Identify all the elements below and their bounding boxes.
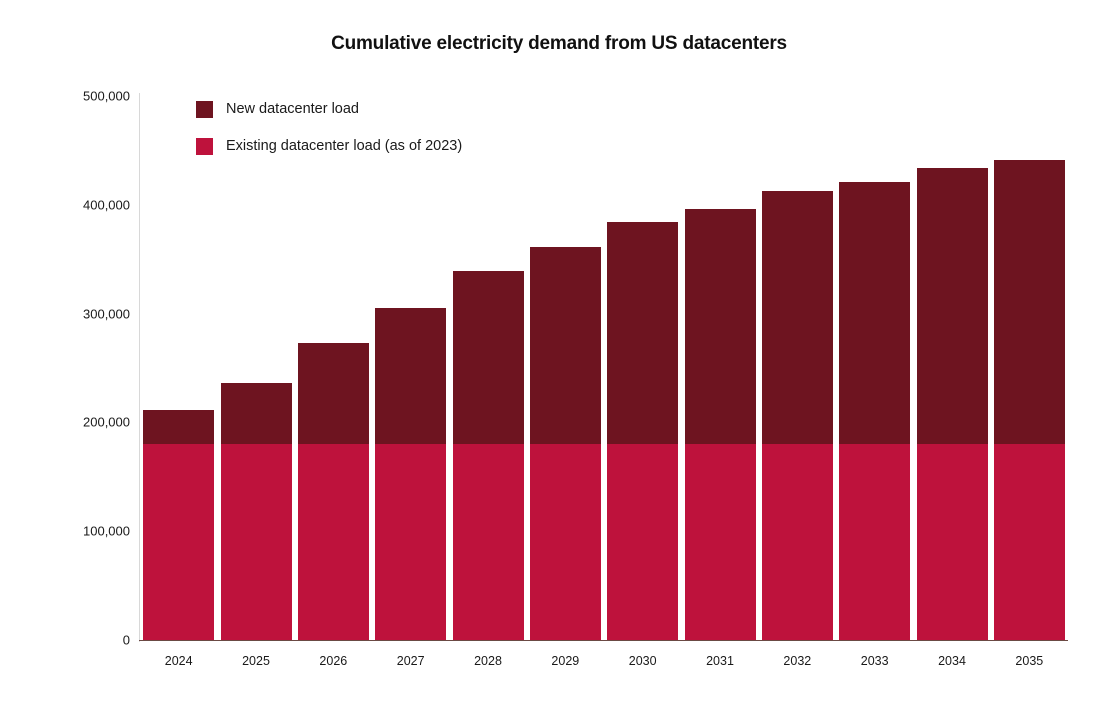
plot-area (140, 96, 1068, 640)
bar-segment-new-load[interactable] (607, 222, 679, 445)
y-tick-label: 0 (122, 632, 130, 648)
bar-2033[interactable] (839, 181, 911, 640)
x-tick-label-2026: 2026 (319, 654, 348, 668)
bar-segment-new-load[interactable] (684, 209, 756, 445)
bar-2029[interactable] (529, 247, 601, 640)
legend-item[interactable]: Existing datacenter load (as of 2023) (196, 135, 462, 157)
bar-segment-existing-load[interactable] (452, 444, 524, 640)
bar-segment-existing-load[interactable] (684, 444, 756, 640)
bar-segment-new-load[interactable] (529, 247, 601, 445)
y-tick-label: 500,000 (83, 88, 130, 104)
bar-2030[interactable] (607, 222, 679, 640)
bar-2024[interactable] (143, 410, 215, 640)
legend-item-label: Existing datacenter load (as of 2023) (226, 138, 463, 154)
bar-segment-new-load[interactable] (916, 167, 988, 445)
bar-segment-existing-load[interactable] (375, 444, 447, 640)
bar-segment-new-load[interactable] (220, 383, 292, 445)
bar-segment-existing-load[interactable] (993, 444, 1065, 640)
y-tick-label: 400,000 (83, 197, 130, 213)
bar-segment-new-load[interactable] (452, 271, 524, 445)
y-tick-label: 100,000 (83, 523, 130, 539)
legend-item-label: New datacenter load (226, 101, 359, 117)
x-tick-label-2031: 2031 (706, 654, 734, 668)
x-tick-label-2029: 2029 (551, 654, 580, 668)
bar-2028[interactable] (452, 271, 524, 640)
bar-segment-existing-load[interactable] (143, 444, 215, 640)
chart-legend: New datacenter load Existing datacenter l… (196, 98, 462, 172)
x-tick-label-2033: 2033 (860, 654, 889, 668)
bar-segment-existing-load[interactable] (297, 444, 369, 640)
bar-segment-new-load[interactable] (761, 190, 833, 445)
x-axis-baseline (139, 640, 1068, 641)
x-tick-label-2034: 2034 (938, 654, 966, 668)
bar-segment-existing-load[interactable] (220, 444, 292, 640)
bar-segment-new-load[interactable] (993, 160, 1065, 445)
x-tick-label-2035: 2035 (1015, 654, 1044, 668)
legend-swatch-icon (196, 137, 213, 155)
chart-title: Cumulative electricity demand from US da… (331, 33, 787, 54)
legend-item[interactable]: New datacenter load (196, 98, 462, 120)
bar-2035[interactable] (993, 160, 1065, 640)
bar-segment-new-load[interactable] (143, 410, 215, 445)
bar-segment-existing-load[interactable] (607, 444, 679, 640)
bar-segment-existing-load[interactable] (761, 444, 833, 640)
y-tick-label: 200,000 (83, 414, 130, 430)
bar-segment-existing-load[interactable] (839, 444, 911, 640)
bar-series (140, 96, 1068, 640)
x-tick-label-2027: 2027 (396, 654, 425, 668)
legend-swatch-icon (196, 100, 213, 118)
x-tick-label-2025: 2025 (242, 654, 270, 668)
y-axis-line (139, 93, 140, 642)
bar-2034[interactable] (916, 167, 988, 640)
x-tick-label-2028: 2028 (474, 654, 502, 668)
bar-segment-existing-load[interactable] (529, 444, 601, 640)
x-tick-label-2032: 2032 (783, 654, 812, 668)
bar-segment-new-load[interactable] (375, 308, 447, 445)
bar-2027[interactable] (375, 308, 447, 640)
bar-segment-new-load[interactable] (297, 343, 369, 445)
bar-2032[interactable] (761, 190, 833, 640)
x-tick-label-2024: 2024 (164, 654, 193, 668)
bar-2031[interactable] (684, 209, 756, 640)
y-tick-label: 300,000 (83, 306, 130, 322)
x-tick-label-2030: 2030 (628, 654, 657, 668)
bar-2026[interactable] (297, 343, 369, 640)
bar-segment-new-load[interactable] (839, 181, 911, 445)
bar-2025[interactable] (220, 383, 292, 640)
bar-segment-existing-load[interactable] (916, 444, 988, 640)
